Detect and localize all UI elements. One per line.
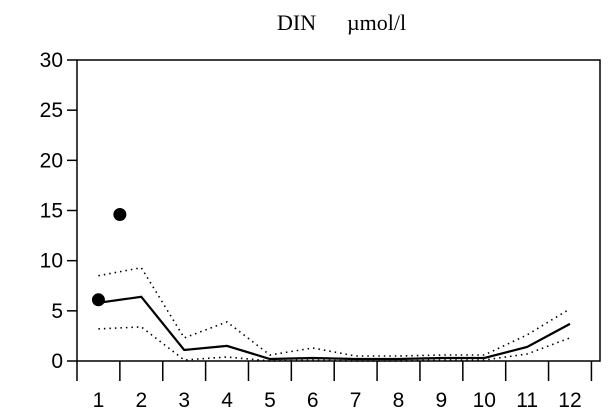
observation-point [113, 208, 127, 222]
y-tick-label: 25 [40, 99, 63, 122]
x-axis: 1 2 3 4 5 6 7 8 9 10 11 12 [76, 361, 593, 412]
x-tick-label: 11 [516, 389, 538, 412]
y-tick-label: 30 [40, 49, 63, 72]
lower-band-line [98, 326, 571, 362]
x-tick-label: 8 [393, 389, 405, 412]
observation-point [91, 293, 105, 307]
x-tick-label: 6 [307, 389, 319, 412]
x-tick-label: 10 [473, 389, 496, 412]
x-tick-label: 3 [178, 389, 190, 412]
y-tick-label: 15 [40, 200, 63, 223]
x-tick-label: 1 [93, 389, 105, 412]
x-tick-label: 4 [221, 389, 233, 412]
y-tick-label: 0 [51, 350, 63, 373]
x-tick-label: 12 [558, 389, 581, 412]
plot-series [98, 266, 571, 362]
x-tick-label: 2 [135, 389, 147, 412]
observation-points [91, 208, 127, 307]
x-tick-label: 9 [436, 389, 448, 412]
x-tick-label: 7 [350, 389, 362, 412]
chart-title: DIN [277, 10, 316, 35]
upper-band-line [98, 266, 571, 357]
y-axis: 0 5 10 15 20 25 30 [40, 49, 77, 373]
y-tick-label: 10 [40, 250, 63, 273]
y-tick-label: 5 [51, 300, 63, 323]
mean-line [98, 295, 571, 361]
x-tick-label: 5 [264, 389, 276, 412]
chart-unit: µmol/l [347, 10, 406, 35]
y-tick-label: 20 [40, 149, 63, 172]
